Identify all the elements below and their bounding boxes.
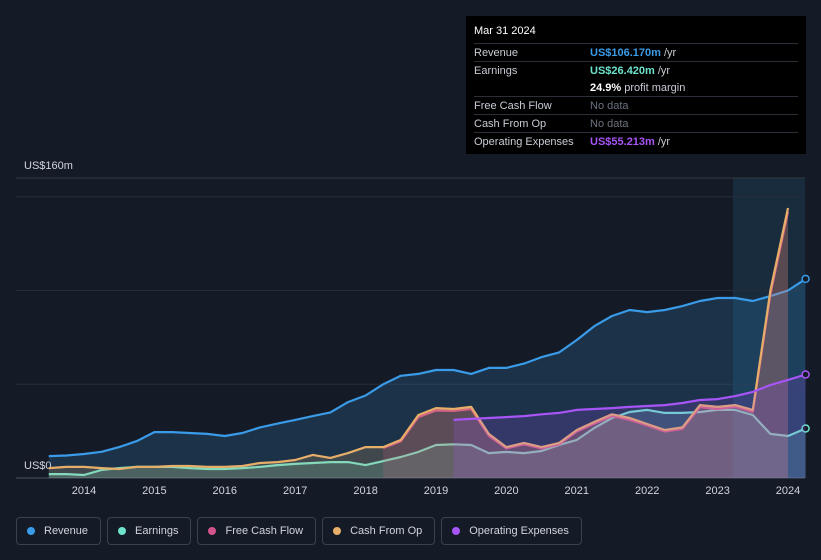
- legend-swatch: [208, 527, 217, 535]
- tooltip-label: Cash From Op: [474, 117, 547, 130]
- tooltip-row: Free Cash Flow No data: [474, 96, 798, 114]
- tooltip-value: 24.9%: [590, 81, 622, 94]
- tooltip-row: Revenue US$106.170m/yr: [474, 43, 798, 61]
- highlight-region: [733, 178, 805, 478]
- x-tick-label: 2016: [213, 485, 237, 497]
- tooltip-row: 24.9% profit margin: [474, 79, 798, 96]
- x-tick-label: 2024: [776, 485, 800, 497]
- tooltip-label: Revenue: [474, 46, 519, 59]
- tooltip-value: No data: [590, 99, 629, 112]
- series-line: [48, 207, 790, 471]
- legend-item[interactable]: Free Cash Flow: [197, 517, 317, 545]
- end-dot: [801, 424, 810, 433]
- legend-swatch: [27, 527, 35, 535]
- legend-item[interactable]: Revenue: [16, 517, 102, 545]
- tooltip-row: Operating Expenses US$55.213m/yr: [474, 132, 798, 150]
- series-area: [383, 211, 788, 478]
- tooltip-value: No data: [590, 117, 629, 130]
- legend: Revenue Earnings Free Cash Flow Cash From O…: [16, 517, 582, 545]
- series-line: [382, 211, 790, 450]
- tooltip-unit: /yr: [657, 64, 671, 77]
- x-tick-label: 2023: [705, 485, 729, 497]
- tooltip-date: Mar 31 2024: [474, 25, 536, 37]
- legend-swatch: [452, 527, 461, 535]
- tooltip-unit: /yr: [663, 46, 677, 59]
- series-line: [48, 277, 807, 458]
- tooltip-row: Earnings US$26.420m/yr: [474, 61, 798, 79]
- chart: US$0 US$160m 2014 2015 2016 2017 2018 2019 2020 2…: [16, 160, 810, 497]
- end-dot: [801, 370, 810, 379]
- series-area: [48, 409, 806, 478]
- tooltip-value: US$106.170m: [590, 46, 661, 59]
- y-tick-label: US$160m: [24, 160, 73, 172]
- x-tick-label: 2014: [72, 485, 96, 497]
- series-area: [48, 208, 789, 478]
- x-tick-label: 2020: [494, 485, 518, 497]
- legend-swatch: [118, 527, 127, 535]
- series-line: [453, 373, 806, 421]
- tooltip-label: Earnings: [474, 64, 518, 77]
- x-tick-label: 2018: [353, 485, 377, 497]
- y-tick-label: US$0: [24, 460, 52, 472]
- tooltip-label: Free Cash Flow: [474, 99, 552, 112]
- legend-label: Revenue: [44, 525, 89, 537]
- x-tick-label: 2017: [283, 485, 307, 497]
- legend-label: Free Cash Flow: [225, 525, 304, 537]
- tooltip: Mar 31 2024 Revenue US$106.170m/yr Earnin…: [466, 16, 806, 154]
- legend-label: Cash From Op: [350, 525, 423, 537]
- tooltip-value: US$55.213m: [590, 135, 655, 148]
- tooltip-row: Cash From Op No data: [474, 114, 798, 132]
- tooltip-unit: /yr: [657, 135, 671, 148]
- series-area: [453, 374, 806, 478]
- tooltip-unit: profit margin: [624, 81, 686, 94]
- legend-label: Earnings: [135, 525, 179, 537]
- tooltip-value: US$26.420m: [590, 64, 655, 77]
- legend-label: Operating Expenses: [469, 525, 569, 537]
- series-area: [48, 278, 806, 478]
- end-dot: [801, 274, 810, 284]
- legend-item[interactable]: Earnings: [107, 517, 192, 545]
- legend-item[interactable]: Cash From Op: [322, 517, 436, 545]
- x-tick-label: 2019: [424, 485, 448, 497]
- x-tick-label: 2022: [635, 485, 659, 497]
- x-tick-label: 2021: [565, 485, 589, 497]
- legend-item[interactable]: Operating Expenses: [441, 517, 582, 545]
- tooltip-label: Operating Expenses: [474, 135, 574, 148]
- legend-swatch: [333, 527, 342, 535]
- x-tick-label: 2015: [142, 485, 166, 497]
